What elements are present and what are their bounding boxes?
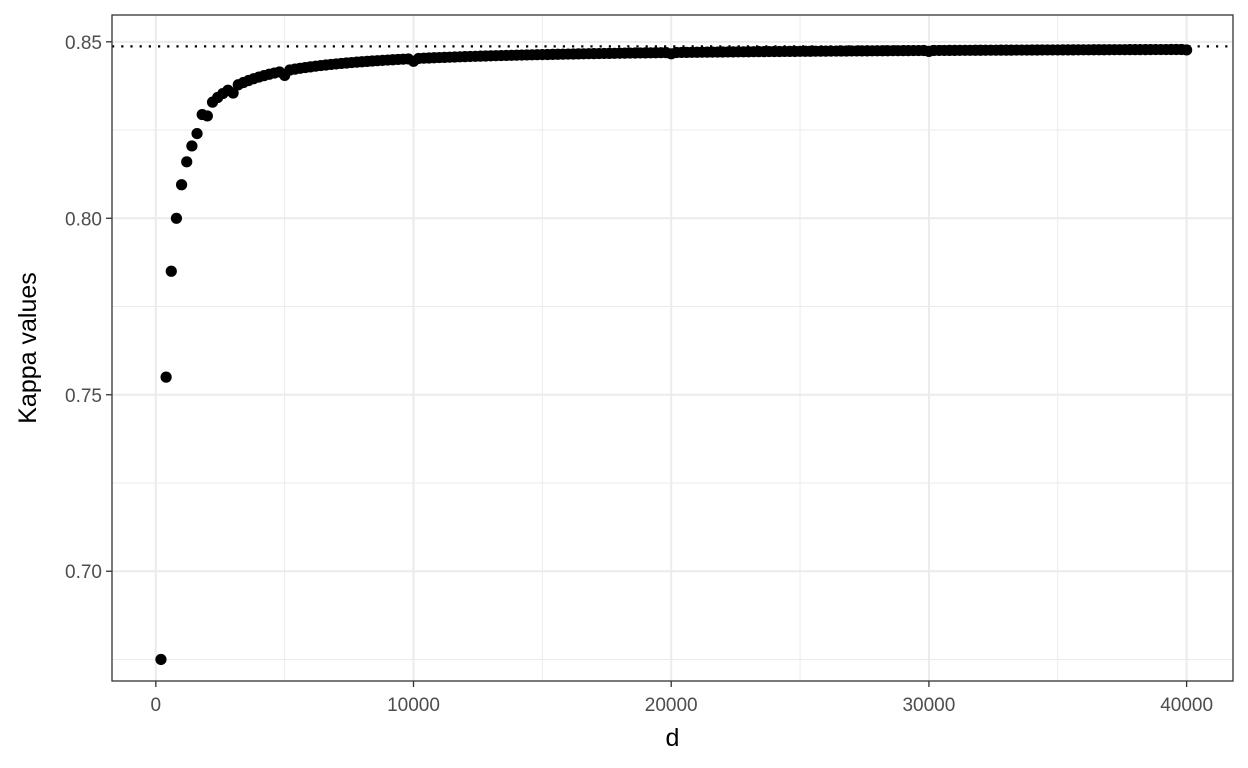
- data-point: [660, 47, 672, 59]
- panel-background: [112, 15, 1233, 681]
- y-tick-label: 0.85: [65, 33, 102, 54]
- data-point: [196, 108, 208, 121]
- data-point: [175, 179, 188, 191]
- data-point: [918, 44, 930, 57]
- grid-major: [112, 15, 1233, 681]
- panel-border: [111, 14, 1234, 682]
- data-point: [402, 53, 414, 65]
- data-point: [1175, 43, 1188, 56]
- data-point: [186, 140, 198, 152]
- data-point: [273, 66, 286, 78]
- grid-minor: [112, 15, 1233, 681]
- x-tick-label: 30000: [902, 695, 955, 716]
- x-axis: 0 10000 20000 30000 40000: [151, 681, 1213, 716]
- x-tick-label: 40000: [1160, 695, 1213, 716]
- y-axis-title: Kappa values: [14, 272, 42, 424]
- y-tick-label: 0.70: [65, 562, 102, 583]
- data-points: [155, 43, 1193, 666]
- data-point: [181, 156, 193, 168]
- data-point: [155, 653, 167, 666]
- y-tick-label: 0.75: [65, 386, 102, 407]
- data-point: [191, 127, 203, 140]
- plot-panel: [111, 14, 1234, 682]
- x-axis-title: d: [666, 724, 680, 752]
- data-point: [160, 371, 172, 383]
- x-tick-label: 0: [151, 695, 162, 716]
- data-point: [170, 212, 183, 224]
- y-tick-label: 0.80: [65, 209, 102, 230]
- x-tick-label: 20000: [645, 695, 698, 716]
- y-axis: 0.70 0.75 0.80 0.85: [65, 33, 112, 583]
- data-point: [165, 265, 177, 277]
- data-point: [222, 84, 234, 96]
- x-tick-label: 10000: [387, 695, 440, 716]
